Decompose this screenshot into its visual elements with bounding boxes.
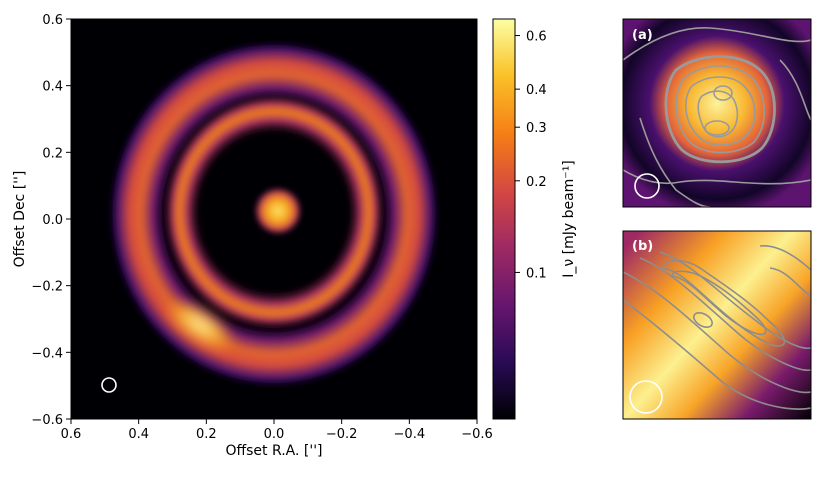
colorbar-tick-label: 0.6 bbox=[526, 30, 547, 45]
colorbar-tick-label: 0.4 bbox=[526, 83, 547, 98]
colorbar-label: I_ν [mJy beam⁻¹] bbox=[561, 160, 577, 278]
inset-a-frame bbox=[622, 18, 812, 208]
central-core bbox=[254, 187, 302, 235]
bright-arc bbox=[163, 297, 237, 353]
main-image: 0.6 0.4 0.2 0.0 −0.2 −0.4 −0.6 0.6 0.4 0.2 0.0 −0.… bbox=[12, 13, 493, 459]
inset-a-contours bbox=[623, 27, 811, 207]
x-tick-label: 0.6 bbox=[61, 427, 82, 442]
x-tick-label: −0.4 bbox=[394, 427, 426, 442]
inset-b-frame bbox=[622, 230, 812, 420]
y-tick-label: 0.0 bbox=[42, 213, 63, 228]
colorbar-gradient bbox=[492, 18, 516, 420]
inset-b: (b) bbox=[622, 230, 812, 420]
x-tick-label: −0.2 bbox=[326, 427, 358, 442]
y-tick-label: −0.4 bbox=[31, 346, 63, 361]
colorbar: 0.6 0.4 0.3 0.2 0.1 I_ν [mJy beam⁻¹] bbox=[492, 18, 577, 420]
colorbar-tick-label: 0.1 bbox=[526, 266, 547, 281]
y-tick-label: −0.2 bbox=[31, 280, 63, 295]
inset-b-label: (b) bbox=[632, 239, 653, 254]
y-tick-label: 0.6 bbox=[42, 13, 63, 28]
inset-a-image bbox=[623, 19, 811, 207]
beam-ellipse bbox=[101, 377, 117, 393]
inset-a: (a) bbox=[622, 18, 812, 208]
inset-b-contours bbox=[623, 245, 811, 410]
inset-a-beam bbox=[634, 173, 660, 199]
colorbar-tick-label: 0.2 bbox=[526, 175, 547, 190]
x-tick-label: −0.6 bbox=[461, 427, 493, 442]
y-tick-label: −0.6 bbox=[31, 413, 63, 428]
x-axis-ticks: 0.6 0.4 0.2 0.0 −0.2 −0.4 −0.6 bbox=[61, 419, 493, 442]
y-axis-ticks: 0.6 0.4 0.2 0.0 −0.2 −0.4 −0.6 bbox=[31, 13, 71, 428]
colorbar-tick-label: 0.3 bbox=[526, 121, 547, 136]
y-tick-label: 0.4 bbox=[42, 80, 63, 95]
x-tick-label: 0.2 bbox=[196, 427, 217, 442]
inset-a-label: (a) bbox=[632, 28, 653, 43]
x-axis-label: Offset R.A. [''] bbox=[225, 443, 322, 459]
y-tick-label: 0.2 bbox=[42, 146, 63, 161]
x-tick-label: 0.4 bbox=[128, 427, 149, 442]
inset-b-beam bbox=[629, 380, 663, 414]
y-axis-label: Offset Dec [''] bbox=[12, 171, 28, 268]
x-tick-label: 0.0 bbox=[264, 427, 285, 442]
inset-b-image bbox=[623, 231, 811, 419]
colorbar-ticks: 0.6 0.4 0.3 0.2 0.1 bbox=[515, 30, 547, 281]
